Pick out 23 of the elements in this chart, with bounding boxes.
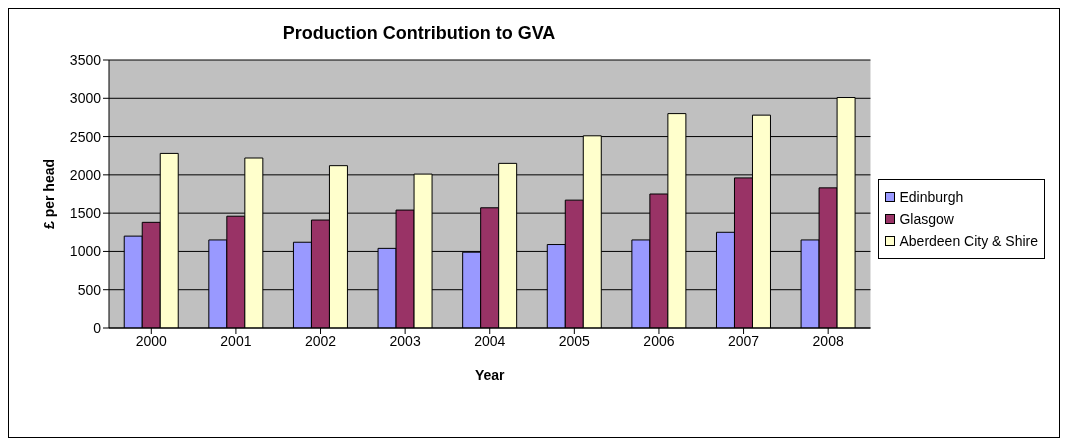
legend-label: Aberdeen City & Shire — [898, 232, 1038, 251]
chart-title: Production Contribution to GVA — [281, 23, 557, 44]
x-tick-label: 2004 — [474, 332, 506, 349]
y-tick-label: 2500 — [69, 128, 102, 145]
y-tick-label: 0 — [93, 319, 102, 336]
x-tick-label: 2007 — [727, 332, 760, 349]
x-tick-label: 2002 — [304, 332, 337, 349]
y-axis-title: £ per head — [40, 158, 57, 230]
y-tick-label: 3500 — [69, 51, 102, 68]
y-tick-label: 1000 — [69, 243, 102, 260]
y-tick-label: 2000 — [69, 166, 102, 183]
x-tick-label: 2000 — [135, 332, 168, 349]
y-tick-label: 3000 — [69, 90, 102, 107]
x-tick-label: 2005 — [558, 332, 591, 349]
x-axis-title: Year — [474, 367, 506, 383]
y-tick-label: 1500 — [69, 205, 102, 222]
y-tick-label: 500 — [77, 281, 102, 298]
x-tick-label: 2001 — [220, 332, 252, 349]
legend-label: Edinburgh — [898, 188, 965, 207]
legend-label: Glasgow — [898, 210, 955, 229]
x-tick-label: 2008 — [812, 332, 844, 349]
x-tick-label: 2003 — [389, 332, 421, 349]
x-tick-label: 2006 — [643, 332, 675, 349]
